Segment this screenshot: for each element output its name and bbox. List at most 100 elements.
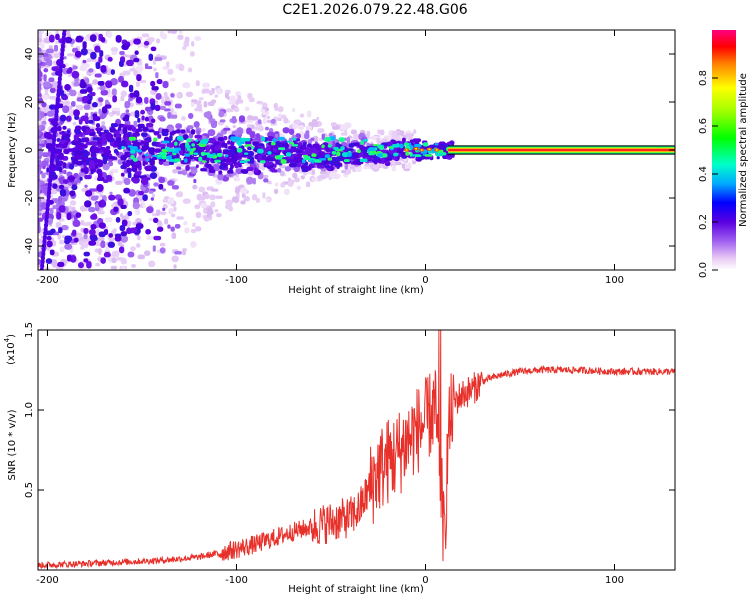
spectrogram-cell [414, 144, 422, 148]
spectrogram-cell [168, 207, 174, 215]
spectrogram-cell [194, 134, 203, 139]
spectrogram-cell [307, 110, 312, 118]
spectrogram-cell [67, 53, 75, 57]
spectrogram-cell [124, 100, 130, 109]
spectrogram-cell [142, 126, 149, 132]
spectrogram-cell [213, 155, 218, 159]
spectrogram-cell [57, 262, 65, 268]
spectrogram-cell [148, 129, 155, 133]
spectrogram-cell [266, 115, 270, 120]
spectrogram-cell [163, 136, 170, 142]
spectrogram-cell [90, 51, 97, 60]
spectrogram-cell [223, 135, 228, 141]
spectrogram-cell [84, 175, 92, 180]
spectrogram-cell [265, 161, 273, 166]
spectrogram-cell [41, 101, 47, 108]
spectrogram-cell [144, 250, 151, 256]
spectrogram-cell [155, 92, 162, 100]
spectrogram-cell [89, 159, 95, 168]
spectrogram-cell [195, 139, 199, 142]
spectrogram-cell [115, 217, 121, 223]
spectrogram-streak [56, 92, 61, 98]
spectrogram-cell [104, 217, 113, 223]
spectrogram-cell [195, 80, 200, 87]
spectrogram-cell [105, 145, 111, 150]
spectrogram-cell [146, 136, 152, 141]
spectrogram-cell [90, 168, 94, 175]
spectrogram-cell [166, 61, 170, 68]
y-tick-label: 0 [24, 147, 35, 153]
spectrogram-cell [176, 216, 184, 220]
spectrogram-cell [283, 117, 289, 124]
spectrogram-cell [311, 159, 315, 164]
spectrogram-cell [247, 92, 253, 100]
spectrogram-cell [273, 102, 279, 109]
spectrogram-cell [230, 136, 239, 141]
spectrogram-cell [353, 134, 361, 141]
spectrogram-streak [58, 72, 63, 78]
spectrogram-cell [424, 154, 433, 157]
spectrogram-cell [178, 30, 183, 34]
spectrogram-cell [218, 110, 225, 118]
spectrogram-cell [172, 168, 178, 174]
spectrogram-cell [221, 142, 226, 147]
spectrogram-cell [109, 191, 113, 196]
spectrogram-cell [275, 133, 279, 138]
spectrogram-cell [161, 140, 170, 144]
spectrogram-cell [38, 225, 41, 234]
spectrogram-streak [52, 137, 57, 143]
spectrogram-cell [68, 163, 75, 170]
spectrogram-cell [41, 172, 46, 179]
spectrogram-cell [55, 159, 60, 163]
spectrogram-cell [404, 133, 413, 138]
spectrogram-cell [181, 169, 188, 176]
spectrogram-cell [387, 141, 393, 146]
spectrogram-cell [235, 99, 240, 106]
spectrogram-cell [98, 248, 102, 255]
spectrogram-cell [71, 184, 78, 191]
spectrogram-cell [327, 144, 332, 148]
spectrogram-cell [321, 144, 325, 149]
spectrogram-streak [54, 108, 59, 114]
spectrogram-cell [378, 145, 384, 151]
spectrogram-cell [105, 133, 114, 141]
spectrogram-cell [209, 194, 216, 201]
spectrogram-cell [175, 191, 182, 198]
spectrogram-cell [41, 152, 50, 158]
spectrogram-cell [341, 169, 346, 174]
spectrogram-cell [174, 147, 181, 151]
spectrogram-cell [346, 148, 354, 152]
spectrogram-cell [43, 74, 47, 82]
spectrogram-cell [170, 93, 175, 98]
spectrogram-cell [128, 189, 137, 197]
spectrogram-cell [101, 112, 107, 118]
spectrogram-cell [83, 137, 90, 143]
spectrogram-cell [367, 148, 376, 151]
spectrogram-cell [156, 154, 162, 158]
spectrogram-cell [141, 154, 146, 159]
spectrogram-cell [330, 122, 337, 127]
spectrogram-hotspot [435, 149, 438, 151]
spectrogram-cell [308, 121, 316, 128]
spectrogram-cell [144, 116, 149, 122]
spectrogram-cell [41, 185, 48, 190]
spectrogram-cell [261, 136, 266, 142]
spectrogram-cell [393, 152, 399, 157]
spectrogram-cell [173, 161, 179, 168]
spectrogram-cell [166, 142, 175, 148]
spectrogram-cell [206, 214, 211, 218]
spectrogram-cell [359, 158, 368, 163]
spectrogram-cell [99, 101, 103, 107]
spectrogram-cell [182, 45, 187, 51]
spectrogram-cell [181, 116, 186, 121]
spectrogram-cell [280, 182, 286, 188]
spectrogram-cell [56, 125, 62, 132]
spectrogram-cell [112, 228, 117, 233]
spectrogram-cell [286, 155, 295, 160]
spectrogram-cell [155, 38, 160, 44]
spectrogram-cell [306, 165, 312, 171]
spectrogram-cell [373, 165, 379, 170]
spectrogram-cell [161, 96, 165, 101]
spectrogram-cell [83, 162, 87, 169]
spectrogram-cell [246, 158, 251, 162]
